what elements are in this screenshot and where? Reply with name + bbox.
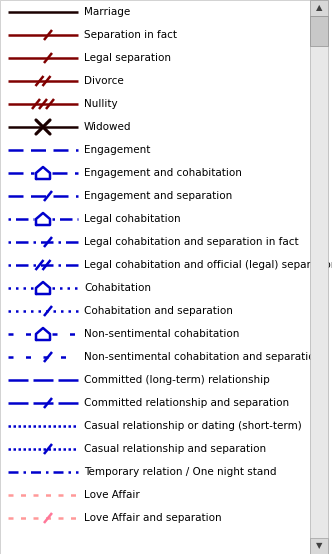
- Text: Engagement: Engagement: [84, 145, 150, 155]
- Text: Committed relationship and separation: Committed relationship and separation: [84, 398, 289, 408]
- Bar: [310, 16, 328, 46]
- Text: ▲: ▲: [316, 3, 322, 13]
- Bar: [310, 0, 328, 554]
- Text: Widowed: Widowed: [84, 122, 131, 132]
- Text: Separation in fact: Separation in fact: [84, 30, 177, 40]
- Text: Love Affair: Love Affair: [84, 490, 140, 500]
- Text: Committed (long-term) relationship: Committed (long-term) relationship: [84, 375, 270, 385]
- Text: Legal cohabitation and separation in fact: Legal cohabitation and separation in fac…: [84, 237, 298, 247]
- Text: Marriage: Marriage: [84, 7, 130, 17]
- Text: ▼: ▼: [316, 541, 322, 551]
- Text: Engagement and cohabitation: Engagement and cohabitation: [84, 168, 242, 178]
- Text: Legal cohabitation and official (legal) separation: Legal cohabitation and official (legal) …: [84, 260, 332, 270]
- Text: Legal separation: Legal separation: [84, 53, 171, 63]
- Text: Cohabitation: Cohabitation: [84, 283, 151, 293]
- Text: Casual relationship or dating (short-term): Casual relationship or dating (short-ter…: [84, 421, 302, 431]
- Text: Nullity: Nullity: [84, 99, 118, 109]
- Text: Temporary relation / One night stand: Temporary relation / One night stand: [84, 467, 277, 477]
- Text: Casual relationship and separation: Casual relationship and separation: [84, 444, 266, 454]
- Bar: [310, 0, 328, 16]
- Bar: [310, 538, 328, 554]
- Text: Non-sentimental cohabitation and separation: Non-sentimental cohabitation and separat…: [84, 352, 321, 362]
- Text: Legal cohabitation: Legal cohabitation: [84, 214, 181, 224]
- Text: Cohabitation and separation: Cohabitation and separation: [84, 306, 233, 316]
- Text: Love Affair and separation: Love Affair and separation: [84, 513, 222, 523]
- Text: Divorce: Divorce: [84, 76, 124, 86]
- Text: Engagement and separation: Engagement and separation: [84, 191, 232, 201]
- Text: Non-sentimental cohabitation: Non-sentimental cohabitation: [84, 329, 239, 339]
